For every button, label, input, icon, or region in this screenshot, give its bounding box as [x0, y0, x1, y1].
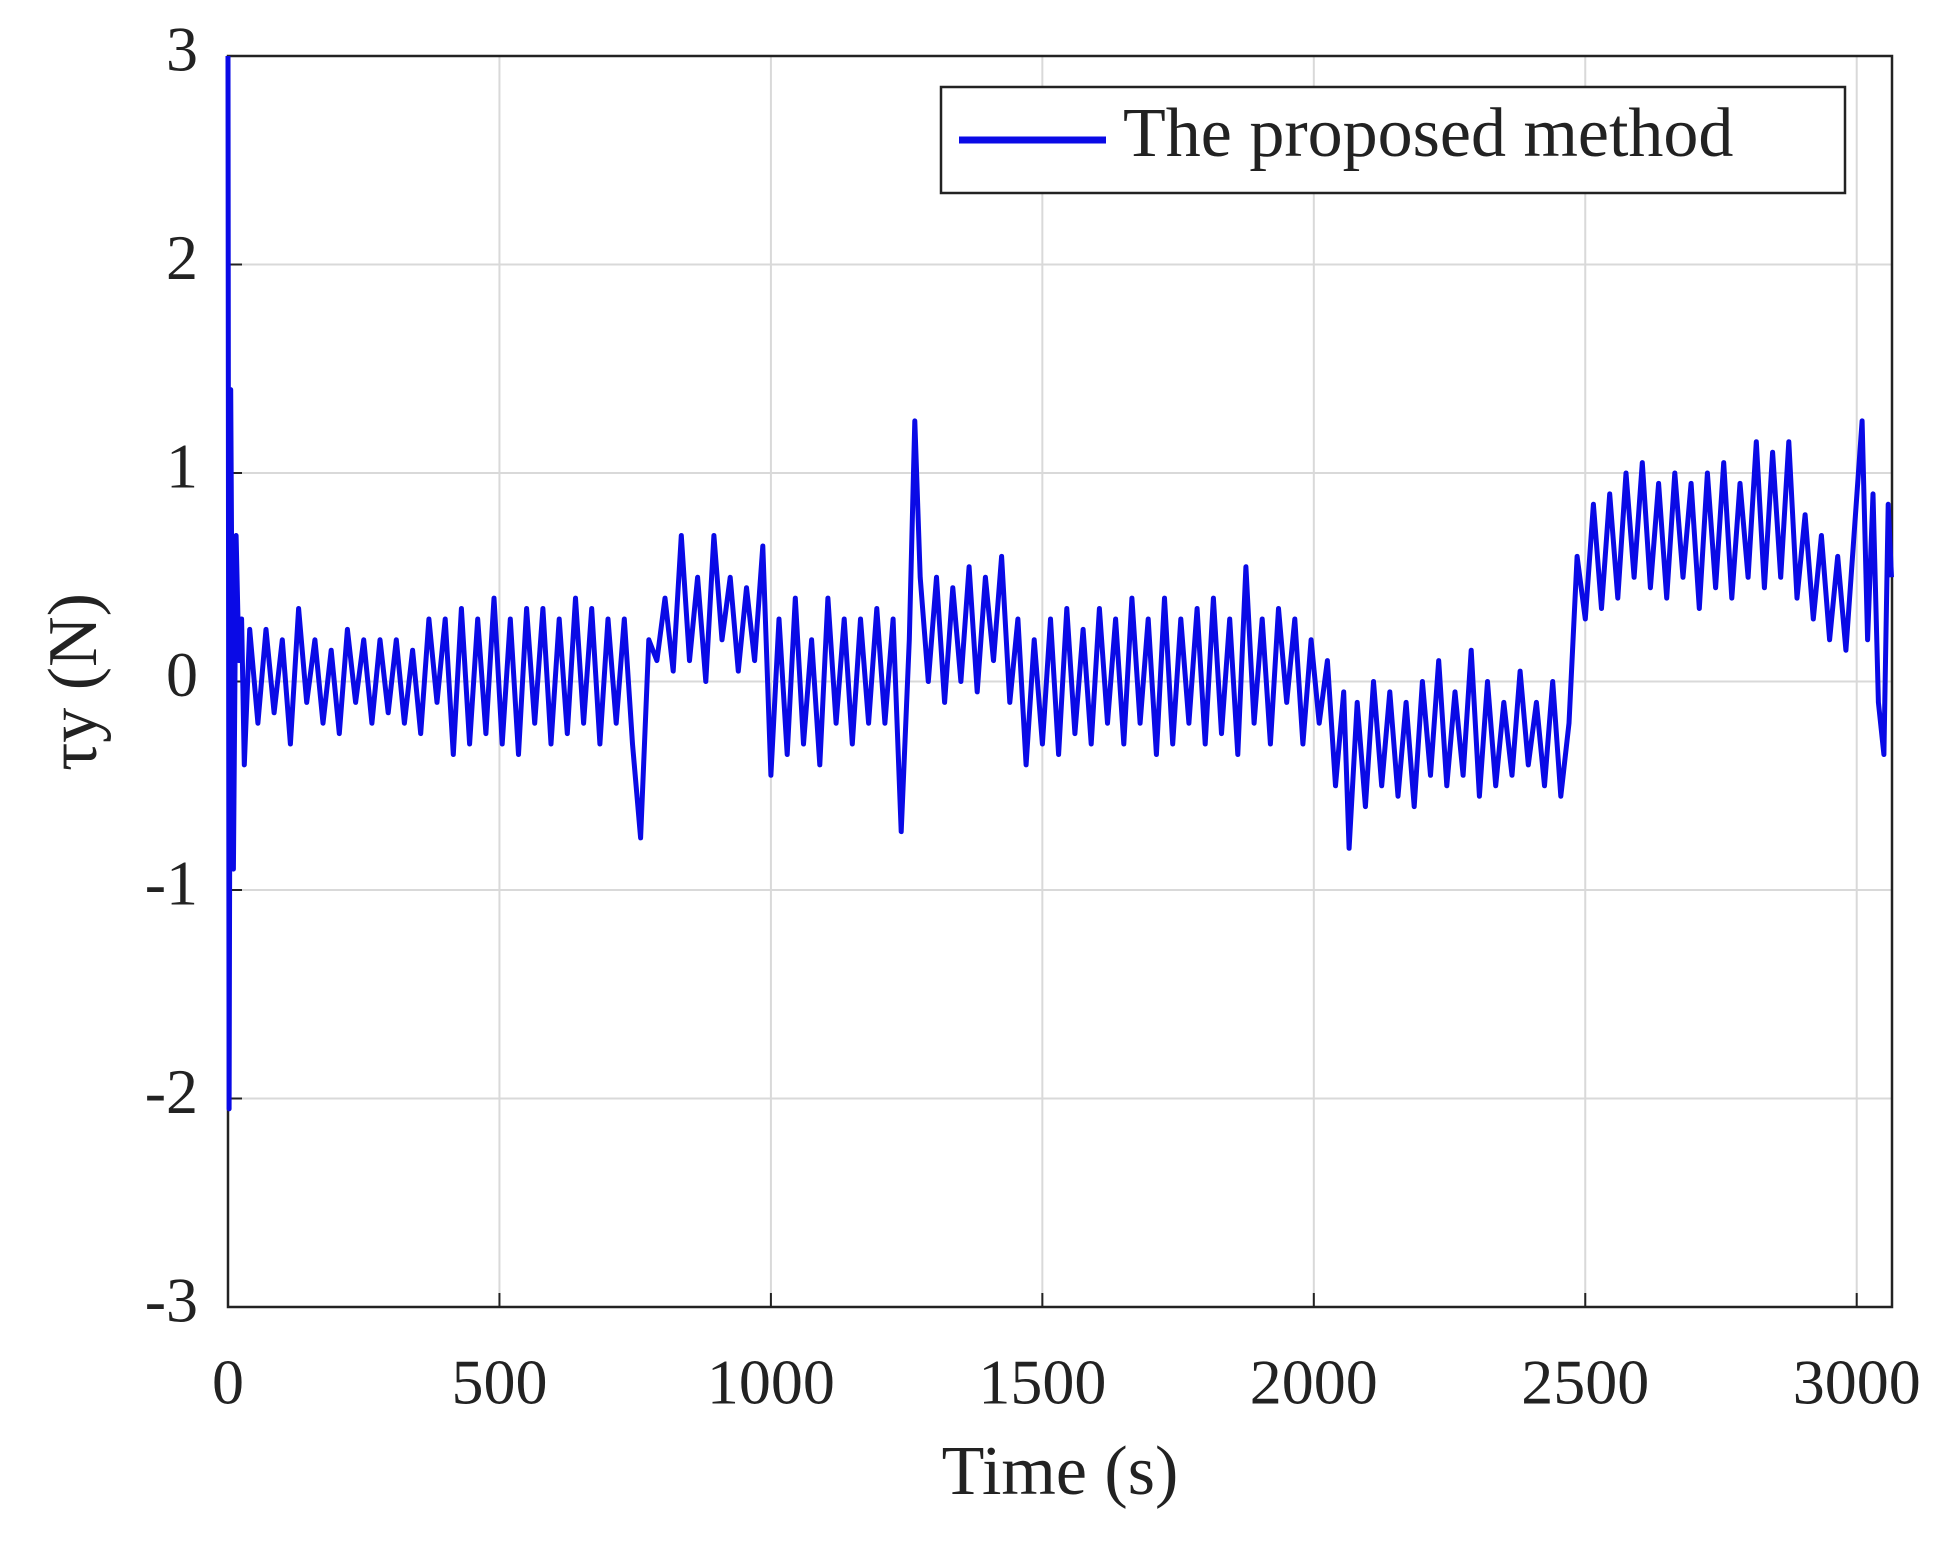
x-tick-label: 500 [451, 1347, 547, 1418]
x-tick-label: 1000 [707, 1347, 835, 1418]
y-tick-label: 2 [166, 222, 198, 293]
x-tick-label: 0 [212, 1347, 244, 1418]
x-tick-label: 2500 [1521, 1347, 1649, 1418]
y-tick-label: 1 [166, 431, 198, 502]
y-tick-label: 0 [166, 639, 198, 710]
legend-label: The proposed method [1123, 95, 1733, 172]
x-tick-label: 1500 [978, 1347, 1106, 1418]
y-tick-label: -1 [145, 848, 198, 919]
x-tick-label: 2000 [1250, 1347, 1378, 1418]
y-tick-label: 3 [166, 14, 198, 85]
y-tick-label: -2 [145, 1056, 198, 1127]
x-axis-label: Time (s) [942, 1433, 1179, 1510]
y-axis-label: τy (N) [35, 593, 112, 771]
y-tick-label: -3 [145, 1265, 198, 1336]
data-line [225, 55, 1894, 1112]
x-tick-label: 3000 [1793, 1347, 1921, 1418]
